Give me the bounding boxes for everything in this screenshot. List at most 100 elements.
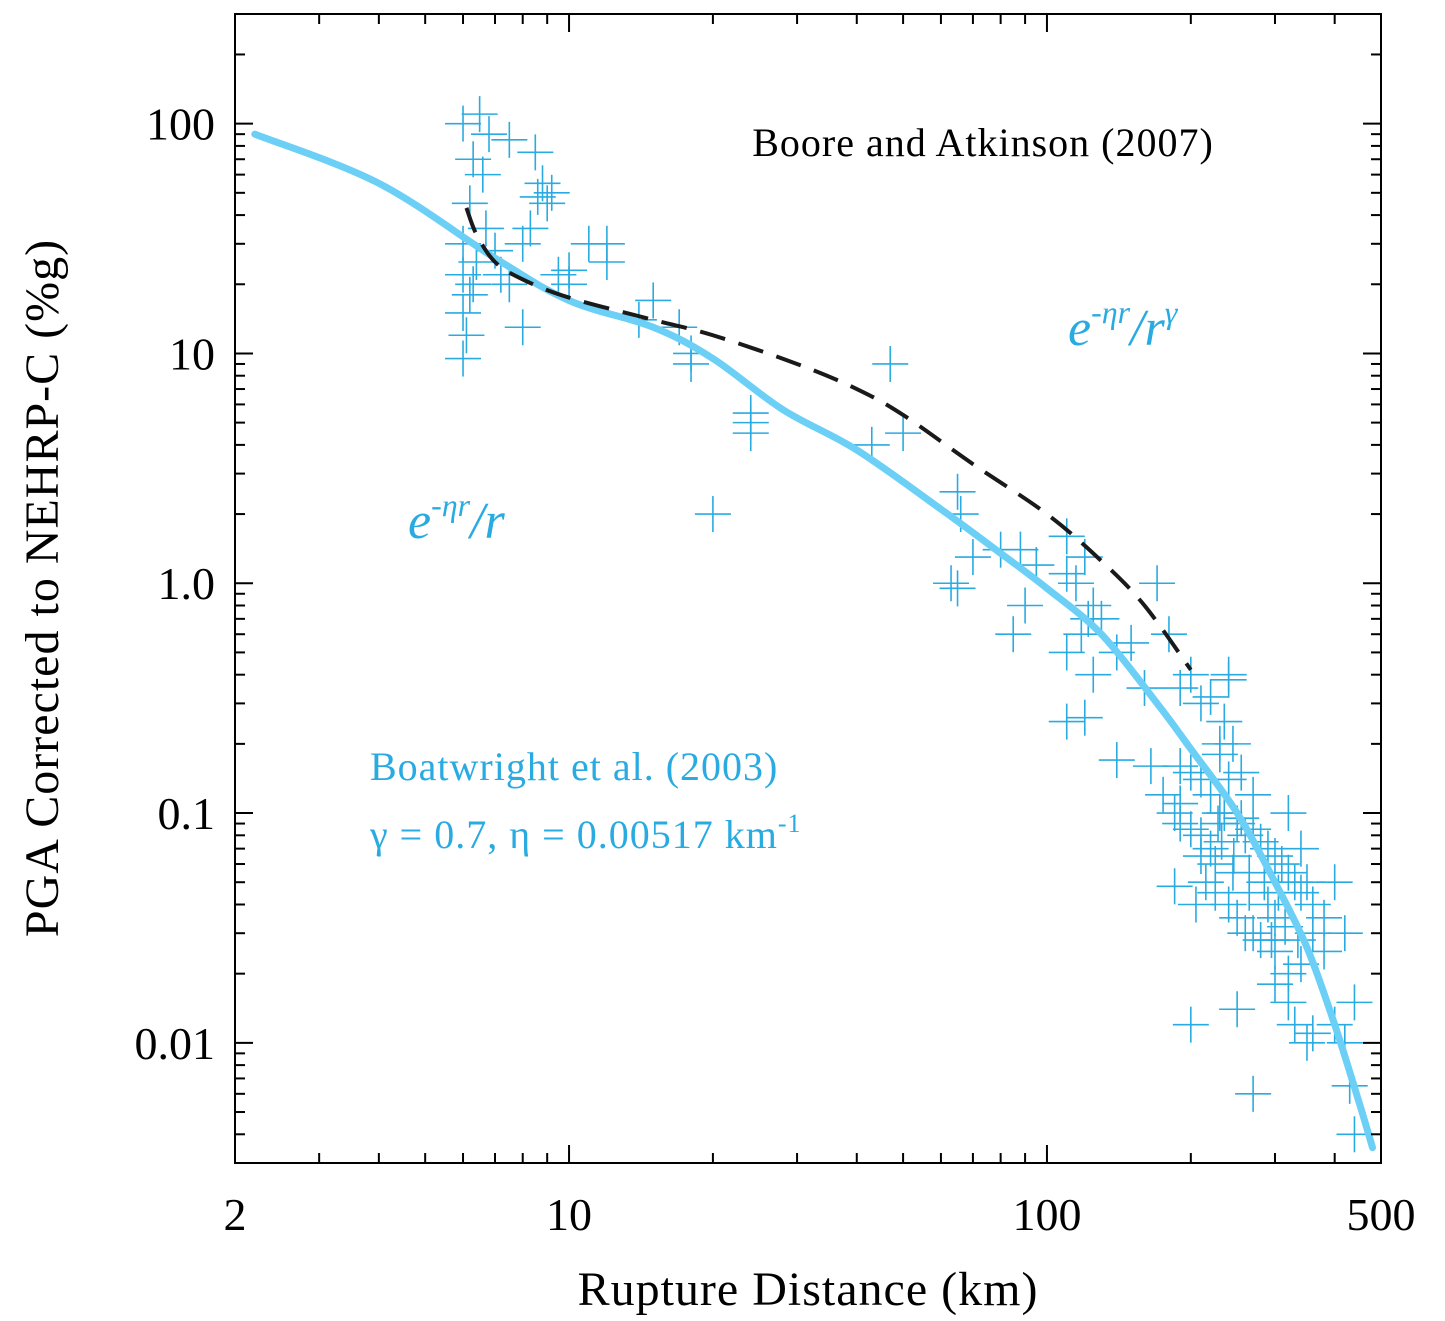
curve-boore-atkinson bbox=[464, 207, 1193, 671]
recording-marker bbox=[455, 266, 492, 303]
recording-marker bbox=[1231, 874, 1268, 911]
recording-marker bbox=[1048, 703, 1085, 740]
recording-marker bbox=[1066, 699, 1103, 736]
recording-marker bbox=[995, 616, 1032, 653]
recording-marker bbox=[1048, 634, 1085, 671]
y-tick-label: 0.1 bbox=[158, 788, 216, 839]
recording-marker bbox=[540, 256, 577, 293]
recording-marker bbox=[1270, 854, 1307, 891]
x-tick-label: 2 bbox=[224, 1189, 247, 1240]
recording-marker bbox=[1256, 899, 1293, 936]
recording-marker bbox=[519, 178, 556, 215]
boatwright-params-text: γ = 0.7, η = 0.00517 km bbox=[369, 812, 778, 857]
recording-marker bbox=[455, 141, 492, 178]
recording-marker bbox=[1075, 587, 1112, 624]
recording-marker bbox=[673, 345, 710, 382]
recording-marker bbox=[445, 340, 482, 377]
recording-marker bbox=[954, 539, 991, 576]
recording-marker bbox=[732, 415, 769, 452]
recording-marker bbox=[1201, 736, 1238, 773]
recording-marker bbox=[1276, 1006, 1313, 1043]
recording-marker bbox=[529, 185, 566, 222]
recording-marker bbox=[470, 116, 507, 153]
model-curves bbox=[251, 130, 1377, 1152]
recording-marker bbox=[939, 570, 976, 607]
recording-marker bbox=[1214, 854, 1251, 891]
recording-marker bbox=[1063, 616, 1100, 653]
recording-marker bbox=[448, 317, 485, 354]
recording-marker bbox=[1145, 776, 1182, 813]
y-tick-label: 10 bbox=[169, 328, 215, 379]
axis-tick-labels: 2 10 100 500 0.01 0.1 1.0 10 100 bbox=[135, 99, 1416, 1240]
recording-marker bbox=[939, 473, 976, 510]
y-tick-label: 0.01 bbox=[135, 1018, 216, 1069]
recording-marker bbox=[1192, 830, 1229, 867]
recording-marker bbox=[1203, 823, 1240, 860]
formula-far-sup: γ bbox=[1165, 294, 1179, 330]
recording-marker bbox=[1156, 868, 1193, 905]
recording-marker bbox=[1162, 748, 1199, 785]
recording-marker bbox=[1182, 838, 1219, 875]
recording-marker bbox=[1048, 518, 1085, 555]
recording-marker bbox=[464, 156, 501, 193]
formula-near-mid: /r bbox=[467, 493, 505, 550]
recording-marker bbox=[1113, 624, 1150, 661]
formula-near-exp: -ηr bbox=[431, 487, 471, 523]
recording-marker bbox=[588, 243, 625, 280]
recording-marker bbox=[1048, 555, 1085, 592]
recording-marker bbox=[1270, 984, 1307, 1021]
recording-marker bbox=[1270, 795, 1307, 832]
recording-marker bbox=[504, 309, 541, 346]
recording-marker bbox=[445, 105, 482, 142]
recording-marker bbox=[635, 282, 672, 319]
recording-marker bbox=[445, 256, 482, 293]
y-tick-label: 1.0 bbox=[158, 558, 216, 609]
recording-marker bbox=[1150, 616, 1187, 653]
recording-marker bbox=[1002, 531, 1039, 568]
recording-marker bbox=[1057, 565, 1094, 602]
recording-marker bbox=[491, 121, 528, 158]
recording-marker bbox=[1223, 754, 1260, 791]
recording-marker bbox=[491, 266, 528, 303]
recording-marker bbox=[1177, 886, 1214, 923]
recording-marker bbox=[885, 415, 922, 452]
formula-near-field: e-ηr/r bbox=[408, 487, 506, 550]
recording-marker bbox=[1098, 742, 1135, 779]
recording-marker bbox=[1201, 795, 1238, 832]
formula-far-base: e bbox=[1068, 300, 1091, 357]
recording-marker bbox=[1336, 984, 1373, 1021]
recording-marker bbox=[1282, 830, 1319, 867]
recording-marker bbox=[512, 210, 549, 247]
recording-marker bbox=[1235, 1075, 1272, 1112]
recording-marker bbox=[1200, 805, 1237, 842]
recording-marker bbox=[1219, 991, 1256, 1028]
axis-ticks bbox=[234, 13, 1382, 1164]
recording-marker bbox=[1182, 685, 1219, 722]
recording-marker bbox=[1162, 785, 1199, 822]
recording-marker bbox=[1326, 915, 1363, 952]
recording-marker bbox=[1172, 656, 1209, 693]
recording-marker bbox=[517, 134, 554, 171]
recording-marker bbox=[504, 225, 541, 262]
recording-marker bbox=[1256, 966, 1293, 1003]
recording-marker bbox=[1219, 899, 1256, 936]
plot-frame bbox=[234, 13, 1382, 1164]
annotation-boatwright-params: γ = 0.7, η = 0.00517 km-1 bbox=[369, 809, 802, 857]
recording-marker bbox=[872, 345, 909, 382]
recording-marker bbox=[461, 96, 498, 133]
recording-marker bbox=[1288, 1024, 1325, 1061]
recording-marker bbox=[1172, 754, 1209, 791]
recording-marker bbox=[1235, 776, 1272, 813]
recording-marker bbox=[533, 174, 570, 211]
recording-marker bbox=[1316, 864, 1353, 901]
recording-marker bbox=[1197, 874, 1234, 911]
recording-marker bbox=[1172, 811, 1209, 848]
recording-marker bbox=[451, 276, 488, 313]
recording-marker bbox=[1187, 864, 1224, 901]
curve-boatwright bbox=[251, 130, 1377, 1152]
recording-marker bbox=[1206, 703, 1243, 740]
recording-marker bbox=[1156, 795, 1193, 832]
x-axis-title: Rupture Distance (km) bbox=[578, 1263, 1039, 1316]
recording-marker bbox=[1075, 656, 1112, 693]
